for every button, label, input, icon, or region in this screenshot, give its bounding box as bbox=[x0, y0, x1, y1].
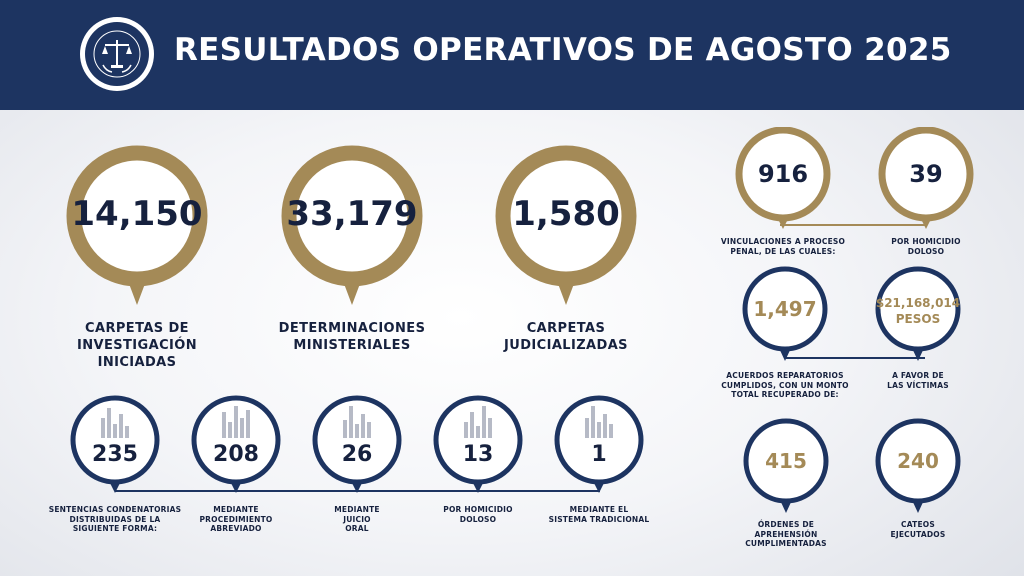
stat-label-sentencias: SENTENCIAS CONDENATORIAS DISTRIBUIDAS DE… bbox=[48, 505, 182, 533]
pin-acuerdos-reparatorios bbox=[740, 266, 830, 366]
stat-label-sistema-tradicional: MEDIANTE EL SISTEMA TRADICIONAL bbox=[548, 505, 650, 524]
pin-carpetas-iniciadas bbox=[66, 145, 208, 310]
stat-label-procedimiento-abreviado: MEDIANTE PROCEDIMIENTO ABREVIADO bbox=[199, 505, 273, 533]
stat-label-ordenes-aprehension: ÓRDENES DE APREHENSIÓN CUMPLIMENTADAS bbox=[745, 520, 827, 548]
stat-value-cateos: 240 bbox=[897, 449, 939, 473]
stat-label-carpetas-iniciadas: CARPETAS DE INVESTIGACIÓN INICIADAS bbox=[77, 321, 197, 370]
stat-value-homicidio-doloso-vinculaciones: 39 bbox=[909, 160, 943, 188]
bar-chart-icon bbox=[464, 404, 492, 442]
pin-homicidio-doloso-sentencias bbox=[431, 395, 525, 499]
stat-value-ordenes-aprehension: 415 bbox=[765, 449, 807, 473]
stat-value-juicio-oral: 26 bbox=[341, 442, 373, 467]
stat-label-acuerdos-reparatorios: ACUERDOS REPARATORIOS CUMPLIDOS, CON UN … bbox=[721, 371, 849, 399]
stat-label-vinculaciones: VINCULACIONES A PROCESO PENAL, DE LAS CU… bbox=[720, 237, 846, 256]
stat-value-procedimiento-abreviado: 208 bbox=[213, 442, 259, 467]
pin-carpetas-judicializadas bbox=[495, 145, 637, 310]
bar-chart-icon bbox=[585, 404, 613, 442]
page-title: RESULTADOS OPERATIVOS DE AGOSTO 2025 bbox=[174, 32, 952, 68]
stat-label-cateos: CATEOS EJECUTADOS bbox=[890, 520, 946, 539]
stat-value-carpetas-judicializadas: 1,580 bbox=[512, 194, 620, 234]
pin-vinculaciones bbox=[734, 127, 832, 235]
acuerdos-connector-line bbox=[785, 357, 925, 359]
stat-value-acuerdos-reparatorios: 1,497 bbox=[753, 297, 817, 321]
institution-logo bbox=[80, 17, 154, 91]
stat-label-juicio-oral: MEDIANTE JUICIO ORAL bbox=[334, 505, 380, 533]
stat-value-vinculaciones: 916 bbox=[757, 160, 809, 188]
bar-chart-icon bbox=[222, 404, 250, 442]
stat-value-homicidio-doloso-sentencias: 13 bbox=[462, 442, 494, 467]
stat-label-determinaciones: DETERMINACIONES MINISTERIALES bbox=[278, 321, 426, 353]
header-bar: RESULTADOS OPERATIVOS DE AGOSTO 2025 bbox=[0, 0, 1024, 110]
pin-procedimiento-abreviado bbox=[189, 395, 283, 499]
bar-chart-icon bbox=[101, 404, 129, 442]
stat-unit-pesos: PESOS bbox=[895, 312, 941, 326]
stat-label-homicidio-doloso-vinculaciones: POR HOMICIDIO DOLOSO bbox=[891, 237, 961, 256]
vinculaciones-connector-line bbox=[780, 224, 925, 226]
stat-label-carpetas-judicializadas: CARPETAS JUDICIALIZADAS bbox=[504, 321, 628, 353]
pin-sistema-tradicional bbox=[552, 395, 646, 499]
pin-ordenes-aprehension bbox=[741, 418, 831, 518]
pin-juicio-oral bbox=[310, 395, 404, 499]
bar-chart-icon bbox=[343, 404, 371, 442]
pin-monto-recuperado bbox=[873, 266, 963, 366]
stat-value-sentencias: 235 bbox=[92, 442, 138, 467]
stat-value-monto-recuperado: $21,168,014 bbox=[875, 296, 961, 310]
stat-value-sistema-tradicional: 1 bbox=[591, 442, 607, 467]
pin-homicidio-doloso-vinculaciones bbox=[877, 127, 975, 235]
pin-sentencias bbox=[68, 395, 162, 499]
stat-label-monto-recuperado: A FAVOR DE LAS VÍCTIMAS bbox=[887, 371, 949, 390]
justice-scales-icon bbox=[85, 22, 149, 86]
pin-cateos bbox=[873, 418, 963, 518]
stat-value-determinaciones: 33,179 bbox=[286, 194, 418, 234]
stat-value-carpetas-iniciadas: 14,150 bbox=[71, 194, 203, 234]
stat-label-homicidio-doloso-sentencias: POR HOMICIDIO DOLOSO bbox=[443, 505, 513, 524]
pin-determinaciones bbox=[281, 145, 423, 310]
